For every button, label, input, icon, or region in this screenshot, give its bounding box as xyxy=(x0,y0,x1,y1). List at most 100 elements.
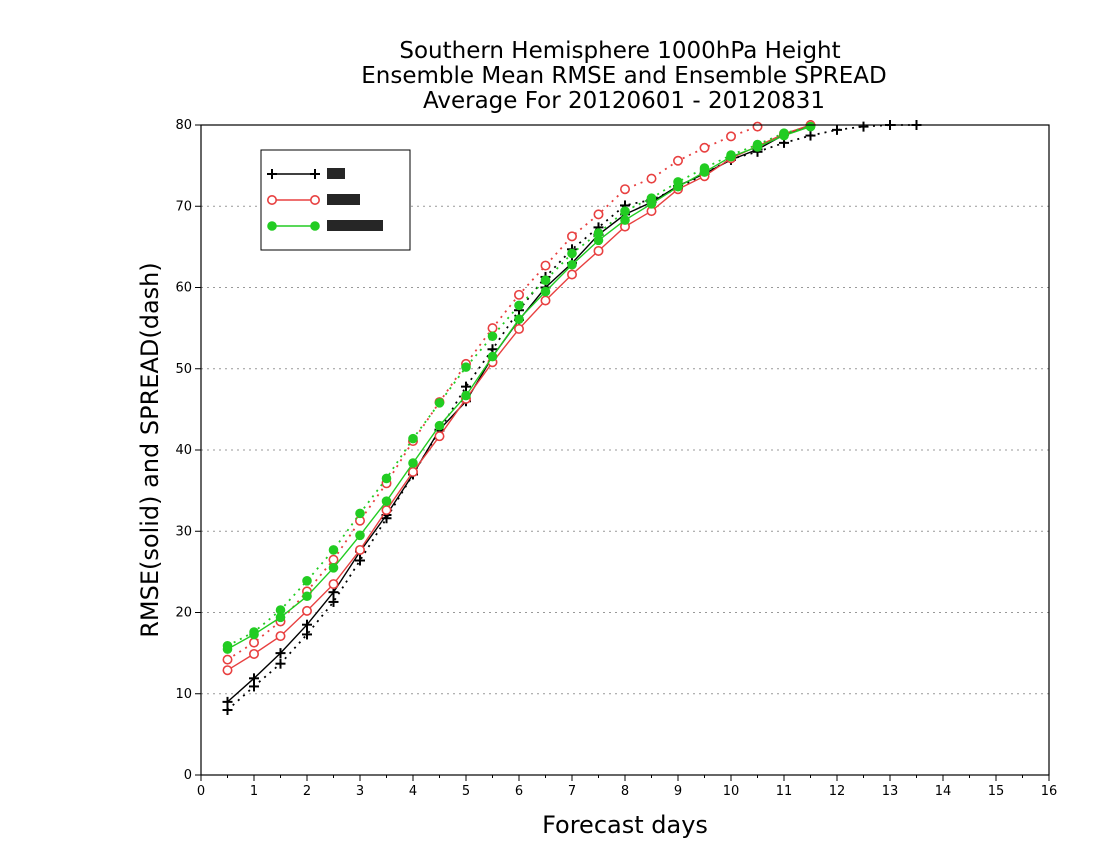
y-axis-title: RMSE(solid) and SPREAD(dash) xyxy=(136,262,164,638)
chart-title: Southern Hemisphere 1000hPa Height Ensem… xyxy=(361,38,886,114)
series-3-rmse-point xyxy=(381,496,392,506)
series-3-rmse-point xyxy=(355,530,365,541)
series-1-spread-line xyxy=(226,124,917,711)
series-1-rmse-point xyxy=(249,673,259,684)
series-3-rmse-point xyxy=(275,612,286,623)
series-3-rmse-point xyxy=(302,591,312,602)
series-2-rmse-point xyxy=(513,323,524,334)
x-tick-label: 10 xyxy=(723,784,740,799)
series-3-spread-point xyxy=(620,206,630,216)
series-2-rmse-point xyxy=(540,295,551,306)
series-2-rmse-point xyxy=(593,245,604,256)
x-tick-label: 8 xyxy=(621,784,629,799)
series-3-spread-point xyxy=(302,576,312,586)
y-tick-label: 50 xyxy=(175,362,192,377)
data-series xyxy=(222,120,922,715)
series-2-spread-point xyxy=(752,121,763,132)
series-1-rmse-point xyxy=(222,696,233,707)
series-2-spread-point xyxy=(593,209,604,220)
legend-marker-left-2 xyxy=(266,195,277,206)
series-3-spread-point xyxy=(461,362,471,372)
series-2-spread-point xyxy=(249,637,260,648)
series-3-rmse-point xyxy=(593,235,604,246)
series-3-rmse-point xyxy=(540,286,551,297)
series-3-rmse-point xyxy=(222,644,233,654)
series-3-spread-point xyxy=(434,398,445,408)
series-3-spread-point xyxy=(328,545,339,555)
legend-marker-right-2 xyxy=(309,195,320,206)
legend-label-glyphs-3 xyxy=(327,220,383,231)
series-3 xyxy=(222,121,816,654)
series-2-rmse-point xyxy=(434,431,445,442)
series-3-rmse-point xyxy=(699,167,710,177)
series-3-rmse-point xyxy=(646,199,657,209)
title-line-1: Southern Hemisphere 1000hPa Height xyxy=(399,38,840,64)
x-tick-label: 6 xyxy=(515,784,523,799)
series-3-spread-point xyxy=(408,433,418,444)
title-line-2: Ensemble Mean RMSE and Ensemble SPREAD xyxy=(361,63,886,89)
series-1-spread-point xyxy=(858,121,869,132)
series-3-rmse-point xyxy=(779,130,789,141)
series-2-rmse-point xyxy=(275,631,286,642)
y-tick-label: 20 xyxy=(175,606,192,621)
x-tick-label: 9 xyxy=(674,784,682,799)
x-tick-label: 2 xyxy=(303,784,311,799)
x-tick-label: 12 xyxy=(829,784,846,799)
series-2-spread-point xyxy=(222,654,233,665)
series-2-rmse-point xyxy=(407,466,418,477)
y-tick-label: 30 xyxy=(175,524,192,539)
series-3-spread-point xyxy=(514,300,524,311)
x-tick-label: 11 xyxy=(776,784,793,799)
x-tick-label: 1 xyxy=(250,784,258,799)
legend-label-glyphs-2 xyxy=(327,194,360,205)
series-3-spread-point xyxy=(540,275,551,285)
y-tick-label: 70 xyxy=(175,199,192,214)
legend-marker-left-3 xyxy=(267,221,277,231)
series-3-rmse-point xyxy=(620,215,630,225)
series-3-rmse-point xyxy=(514,314,524,324)
series-2-spread-point xyxy=(566,231,577,242)
legend-marker-right-3 xyxy=(310,221,320,231)
series-3-rmse-point xyxy=(673,181,683,192)
series-1-rmse-point xyxy=(302,619,312,630)
y-tick-label: 40 xyxy=(175,443,192,458)
series-3-spread-point xyxy=(355,508,365,519)
series-3-rmse-point xyxy=(408,458,418,468)
series-2-spread-point xyxy=(699,142,710,153)
series-1-spread-point xyxy=(328,596,339,607)
gridlines xyxy=(201,205,1049,695)
series-3-rmse-point xyxy=(726,151,736,162)
x-tick-label: 13 xyxy=(882,784,899,799)
series-2-spread-point xyxy=(646,173,657,184)
series-2-rmse-point xyxy=(249,648,260,659)
series-3-rmse-point xyxy=(328,563,339,573)
series-3-rmse-point xyxy=(461,390,471,401)
series-2-spread-point xyxy=(487,323,498,334)
series-2-rmse-point xyxy=(222,665,233,676)
y-tick-label: 0 xyxy=(184,768,192,783)
series-1-spread-point xyxy=(355,555,365,566)
series-3-rmse-point xyxy=(752,142,763,152)
series-3-spread-point xyxy=(381,473,392,484)
x-tick-label: 14 xyxy=(935,784,952,799)
series-3-spread-line xyxy=(227,125,811,647)
series-1-spread-point xyxy=(275,658,286,669)
series-1-spread-point xyxy=(832,124,842,135)
legend-marker-left-1 xyxy=(267,169,277,179)
series-1-spread-point xyxy=(461,381,471,392)
x-tick-label: 16 xyxy=(1041,784,1058,799)
series-2-rmse-point xyxy=(328,579,339,590)
x-axis-title: Forecast days xyxy=(542,811,708,839)
series-2-spread-point xyxy=(619,184,630,195)
series-3-rmse-point xyxy=(487,351,498,362)
series-3-rmse-point xyxy=(567,259,577,270)
series-2-rmse-point xyxy=(301,605,312,616)
series-2-spread-point xyxy=(725,131,736,142)
y-tick-label: 10 xyxy=(175,687,192,702)
series-3-rmse-point xyxy=(249,629,259,640)
x-tick-label: 15 xyxy=(988,784,1005,799)
legend-label-glyphs-1 xyxy=(327,168,345,179)
x-tick-label: 0 xyxy=(197,784,205,799)
legend-marker-right-1 xyxy=(310,169,320,179)
